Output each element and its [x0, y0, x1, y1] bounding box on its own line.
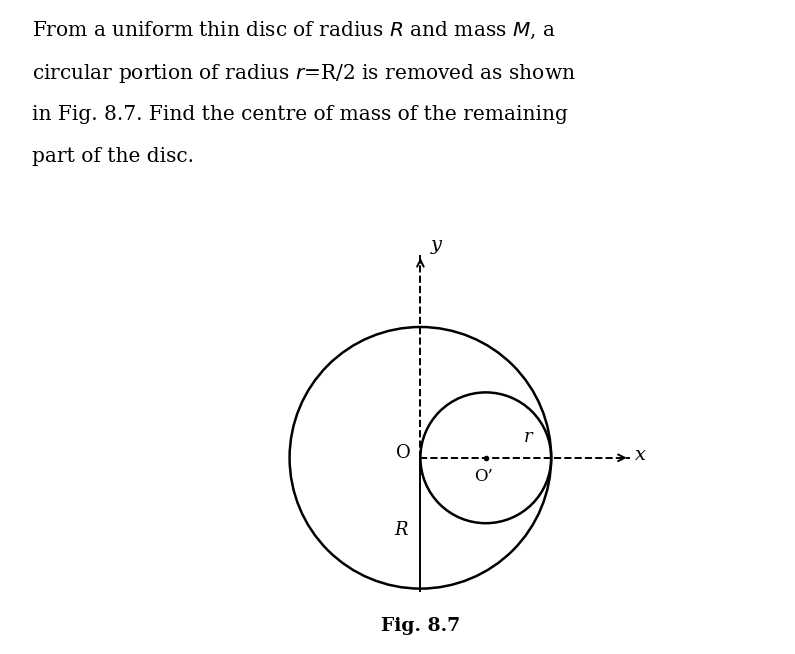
Text: O: O: [397, 443, 411, 462]
Text: in Fig. 8.7. Find the centre of mass of the remaining: in Fig. 8.7. Find the centre of mass of …: [32, 105, 568, 124]
Text: circular portion of radius $r$=R/2 is removed as shown: circular portion of radius $r$=R/2 is re…: [32, 62, 576, 85]
Text: O’: O’: [474, 468, 493, 485]
Text: From a uniform thin disc of radius $R$ and mass $M$, a: From a uniform thin disc of radius $R$ a…: [32, 20, 556, 41]
Text: Fig. 8.7: Fig. 8.7: [381, 617, 460, 636]
Text: part of the disc.: part of the disc.: [32, 147, 194, 166]
Text: x: x: [635, 446, 646, 464]
Text: r: r: [524, 428, 533, 446]
Text: y: y: [431, 235, 442, 254]
Text: R: R: [394, 521, 407, 539]
